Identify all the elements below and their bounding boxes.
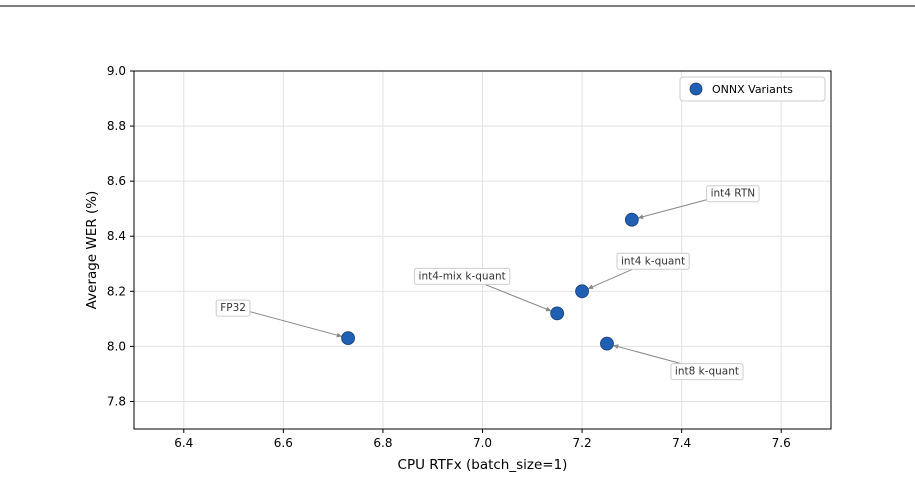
annotation-label: int4-mix k-quant [419, 270, 506, 282]
x-tick-label: 7.4 [672, 436, 691, 450]
point-annotation: int4-mix k-quant [414, 267, 552, 312]
y-axis-label: Average WER (%) [84, 191, 100, 310]
annotations: FP32 int4-mix k-quant int4 k-quant int8 k-q… [215, 185, 760, 381]
y-tick-label: 8.2 [107, 284, 126, 298]
annotation-label: int4 k-quant [621, 255, 685, 267]
annotation-label: int8 k-quant [675, 366, 739, 378]
annotation-box [706, 185, 760, 203]
y-tick-label: 8.8 [107, 119, 126, 133]
point-annotation: FP32 [215, 299, 343, 338]
x-axis-ticks: 6.4 6.6 6.8 7.0 7.2 7.4 7.6 [174, 429, 791, 450]
point-annotation: int4 k-quant [587, 252, 690, 290]
data-point [600, 336, 614, 351]
y-axis-ticks: 7.8 8.0 8.2 8.4 8.6 8.8 9.0 [107, 64, 134, 408]
data-points [341, 212, 639, 351]
data-point [624, 212, 639, 227]
y-tick-label: 9.0 [107, 64, 126, 78]
annotation-arrowhead [612, 344, 619, 349]
y-tick-label: 8.6 [107, 174, 126, 188]
legend-marker [689, 82, 703, 96]
y-tick-label: 8.4 [107, 229, 126, 243]
point-annotation: int8 k-quant [612, 344, 744, 381]
x-tick-label: 6.4 [174, 436, 193, 450]
grid [134, 70, 831, 429]
annotation-arrowhead [336, 332, 343, 338]
legend-label: ONNX Variants [712, 83, 793, 96]
data-point [550, 306, 565, 321]
legend-box [679, 76, 826, 102]
y-tick-label: 8.0 [107, 339, 126, 353]
annotation-arrowhead [587, 284, 594, 289]
annotation-arrowhead [545, 306, 552, 312]
legend: ONNX Variants [679, 76, 826, 102]
x-tick-label: 7.0 [473, 436, 492, 450]
annotation-box [616, 252, 690, 270]
x-tick-label: 6.6 [274, 436, 293, 450]
annotation-box [215, 299, 251, 317]
x-tick-label: 7.6 [772, 436, 791, 450]
annotation-arrowhead [637, 214, 644, 219]
point-annotation: int4 RTN [637, 185, 760, 219]
x-tick-label: 6.8 [373, 436, 392, 450]
annotation-label: int4 RTN [711, 188, 756, 200]
data-point [575, 284, 589, 299]
annotation-leader-line [232, 306, 343, 338]
data-point [341, 331, 355, 346]
x-axis-label: CPU RTFx (batch_size=1) [398, 457, 568, 473]
annotation-label: FP32 [220, 302, 246, 314]
annotation-box [670, 363, 744, 381]
x-tick-label: 7.2 [573, 436, 592, 450]
y-tick-label: 7.8 [107, 394, 126, 408]
annotation-box [414, 267, 511, 285]
